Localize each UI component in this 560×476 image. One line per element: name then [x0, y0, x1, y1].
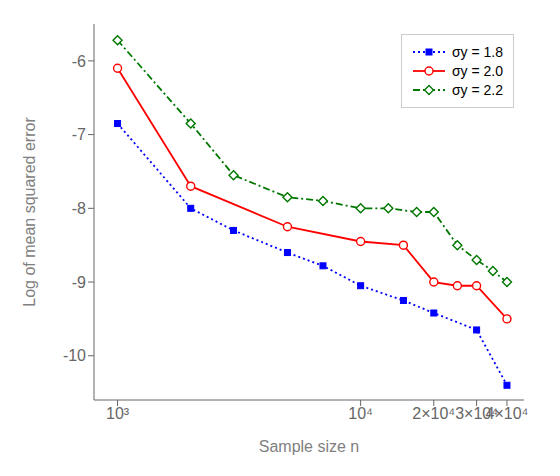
svg-text:4×10⁴: 4×10⁴ — [486, 405, 529, 422]
html-text:σy = 2.0: σy = 2.0 — [451, 63, 503, 79]
svg-text:Sample size n: Sample size n — [259, 438, 360, 455]
html-text:σy = 1.8: σy = 1.8 — [451, 44, 503, 60]
svg-text:10³: 10³ — [106, 405, 130, 422]
html-text:σy = 2.2: σy = 2.2 — [451, 82, 503, 98]
svg-text:-7: -7 — [72, 126, 86, 143]
svg-text:Log of mean squared error: Log of mean squared error — [21, 117, 38, 307]
svg-text:-9: -9 — [72, 274, 86, 291]
svg-text:-10: -10 — [63, 347, 86, 364]
svg-text:-8: -8 — [72, 200, 86, 217]
svg-text:-6: -6 — [72, 53, 86, 70]
svg-text:3×10⁴: 3×10⁴ — [455, 405, 499, 423]
svg-text:10⁴: 10⁴ — [348, 405, 373, 422]
svg-text:2×10⁴: 2×10⁴ — [412, 405, 455, 422]
